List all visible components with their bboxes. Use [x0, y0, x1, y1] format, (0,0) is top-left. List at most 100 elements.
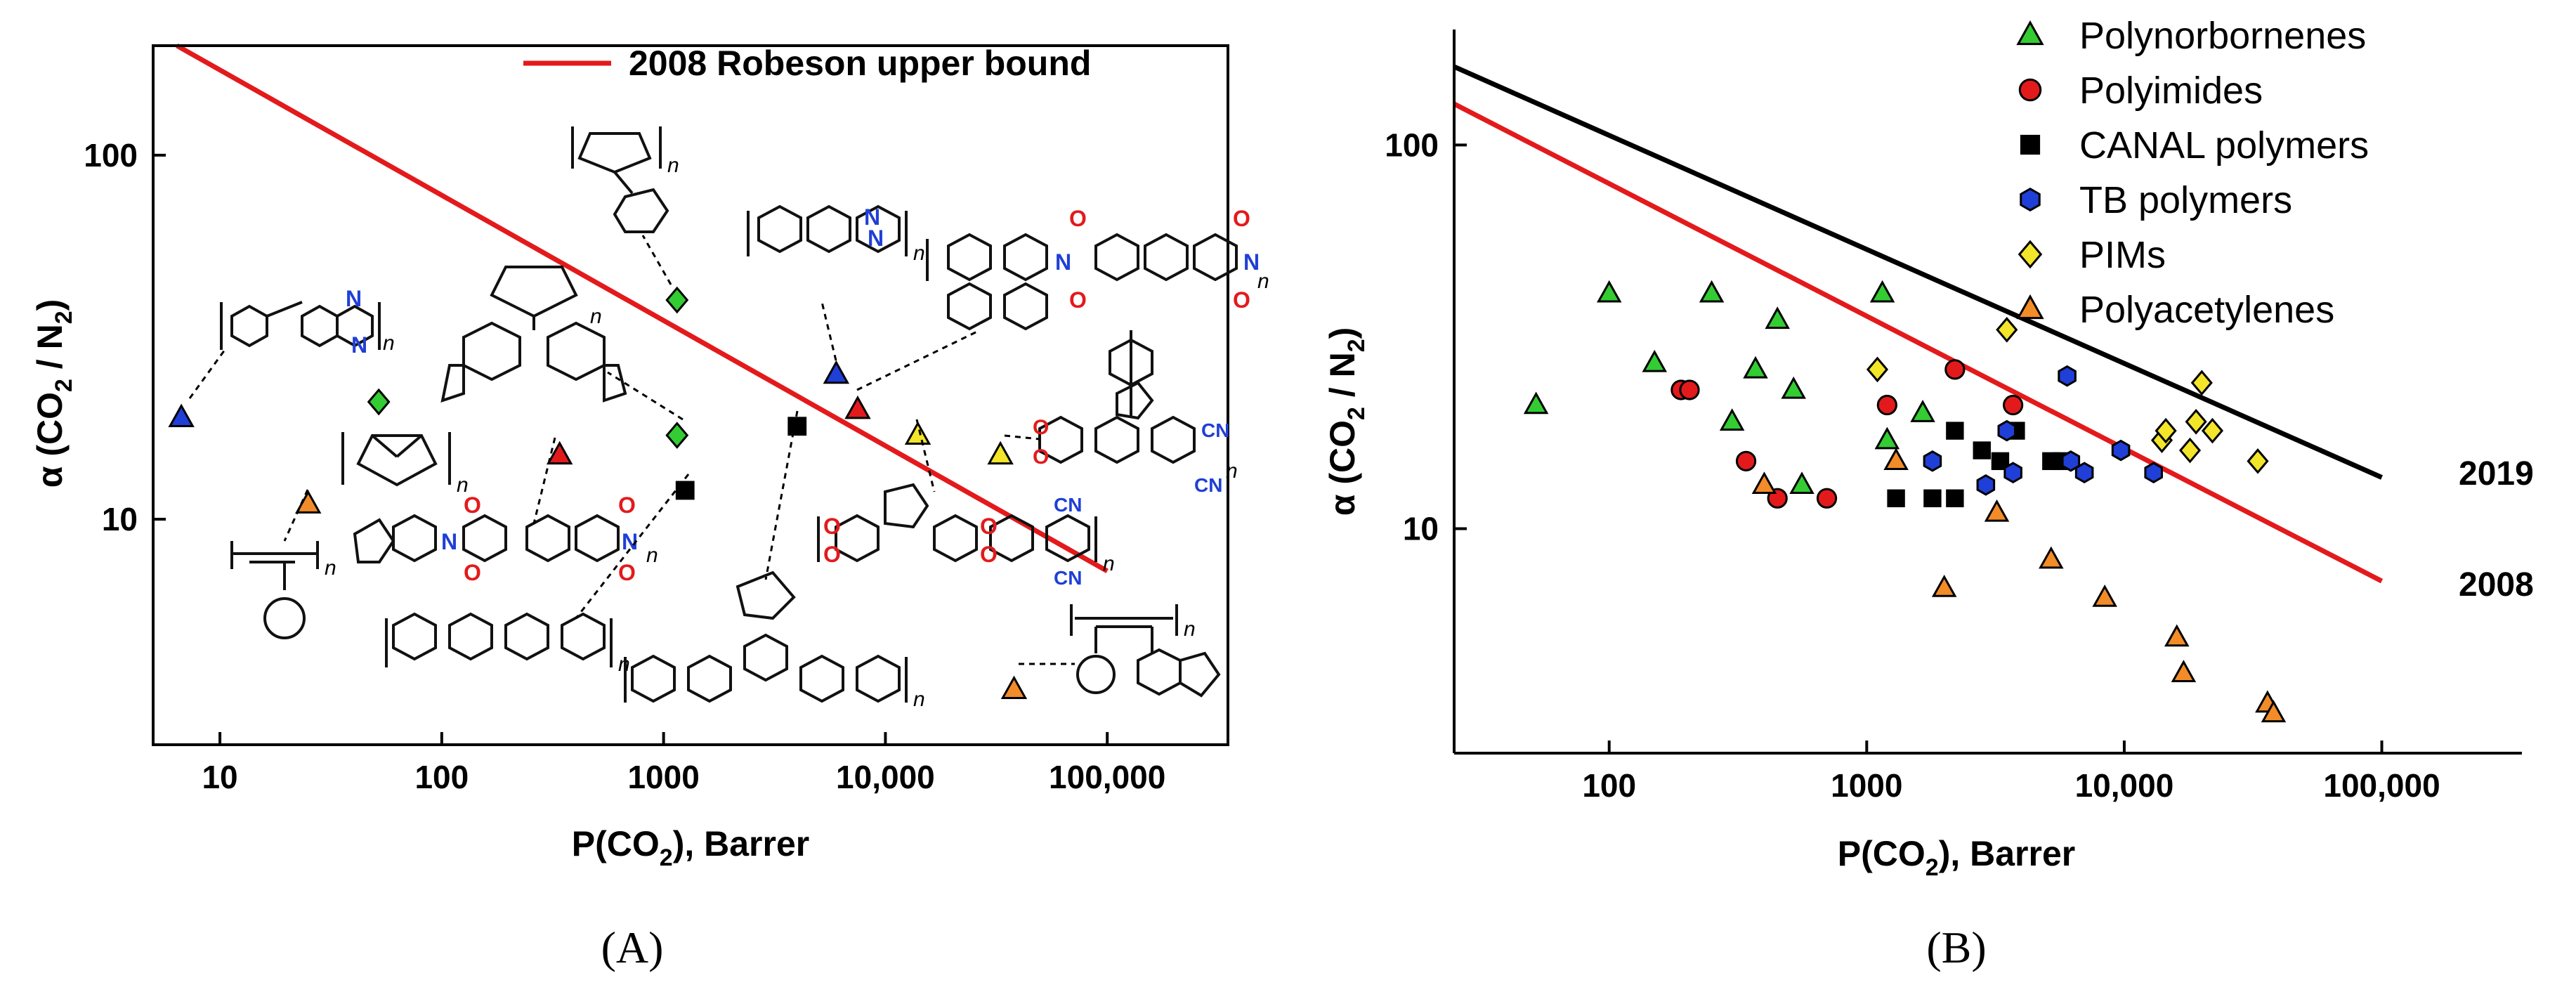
data-point-pims — [1866, 356, 1889, 383]
data-point-polyimides — [1944, 359, 1966, 380]
panel-a: 10 100 1000 10,000 100,000 10 100 2008 Robeson… — [30, 43, 1269, 972]
data-point-tb-polymers — [2144, 462, 2163, 484]
oxygen-label: O — [464, 560, 481, 585]
structure-polyacetylene-2: n — [1070, 604, 1221, 698]
structure-norbornene-top: n — [571, 126, 679, 233]
data-point-tb-polymers — [2061, 450, 2081, 472]
x-tick-label: 100 — [1582, 767, 1636, 804]
data-point-polynorbornenes — [1596, 280, 1622, 303]
data-point — [844, 395, 871, 419]
data-point-polynorbornenes — [1910, 400, 1935, 422]
oxygen-label: O — [618, 492, 636, 518]
upper-bound-2019-label: 2019 — [2459, 455, 2534, 492]
data-point-polyacetylenes — [2171, 660, 2197, 682]
x-tick-label: 1000 — [627, 759, 699, 795]
data-point-polynorbornenes — [1719, 408, 1745, 431]
structure-pim-1: O O O O CN CN n — [817, 483, 1115, 589]
data-point — [546, 441, 573, 465]
repeat-unit-label: n — [1257, 270, 1269, 293]
data-point — [823, 360, 850, 384]
repeat-unit-label: n — [1184, 618, 1196, 641]
panel-a-label: (A) — [601, 922, 664, 972]
cyano-label: CN — [1194, 474, 1222, 496]
structure-polyimide-2: N O O O O N n — [926, 206, 1269, 331]
data-point-canal-polymers — [1887, 489, 1905, 507]
data-point — [987, 441, 1014, 465]
data-point — [675, 481, 695, 500]
data-point-pims — [2185, 408, 2207, 435]
panel-a-y-axis-label: α (CO2 / N2) — [30, 299, 77, 488]
panel-b-y-axis-label: α (CO2 / N2) — [1323, 327, 1370, 516]
y-tick-label: 100 — [1385, 126, 1439, 163]
legend-label: Polyacetylenes — [2079, 289, 2334, 331]
repeat-unit-label: n — [590, 305, 602, 328]
data-point-pims — [2247, 448, 2269, 474]
legend-label: TB polymers — [2079, 179, 2292, 221]
panel-b-label: (B) — [1926, 922, 1986, 972]
cyano-label: CN — [1201, 419, 1229, 441]
legend-label: Polyimides — [2079, 70, 2263, 112]
structure-tb-triptycene: N N n — [747, 204, 925, 265]
legend-label: PIMs — [2079, 234, 2166, 276]
x-tick-label: 100 — [414, 759, 469, 795]
nitrogen-label: N — [622, 529, 638, 554]
oxygen-label: O — [1069, 206, 1087, 231]
data-point-tb-polymers — [2058, 365, 2077, 387]
data-point-polynorbornenes — [1869, 280, 1895, 303]
nitrogen-label: N — [351, 332, 367, 358]
data-point — [787, 417, 807, 436]
data-point-tb-polymers — [2111, 439, 2131, 462]
oxygen-label: O — [1069, 287, 1087, 313]
data-point-polyacetylenes — [1931, 575, 1957, 597]
oxygen-label: O — [1033, 416, 1049, 439]
data-point-pims — [2155, 417, 2177, 444]
x-tick-label: 100,000 — [2323, 767, 2440, 804]
structure-polyacetylene-1: n — [230, 541, 336, 639]
legend-marker — [2020, 134, 2041, 155]
panel-a-x-axis-label: P(CO2), Barrer — [572, 824, 809, 871]
data-point-canal-polymers — [1973, 441, 1991, 459]
data-point — [295, 490, 322, 514]
oxygen-label: O — [618, 560, 636, 585]
oxygen-label: O — [823, 514, 841, 539]
oxygen-label: O — [980, 542, 998, 567]
legend-marker — [2018, 78, 2042, 102]
data-point-polyacetylenes — [2092, 584, 2117, 607]
data-point-polynorbornenes — [1789, 471, 1815, 494]
data-point-tb-polymers — [1976, 474, 1996, 496]
x-tick-label: 10,000 — [836, 759, 935, 795]
data-point-pims — [1996, 317, 2018, 343]
structure-norbornene-small: n — [341, 432, 469, 497]
x-tick-label: 10,000 — [2075, 767, 2174, 804]
repeat-unit-label: n — [325, 556, 336, 580]
data-point-polyacetylenes — [2039, 546, 2064, 569]
data-point — [168, 403, 195, 427]
repeat-unit-label: n — [913, 242, 925, 265]
legend-label-robeson-2008: 2008 Robeson upper bound — [629, 44, 1091, 83]
repeat-unit-label: n — [1103, 552, 1115, 575]
nitrogen-label: N — [868, 226, 884, 251]
nitrogen-label: N — [1055, 249, 1071, 275]
data-point-polyimides — [1679, 379, 1700, 400]
oxygen-label: O — [1033, 445, 1049, 469]
data-point-canal-polymers — [1946, 489, 1964, 507]
panel-b: 100 1000 10,000 100,000 10 100 Polynorbornene… — [1323, 15, 2534, 972]
oxygen-label: O — [1233, 287, 1250, 313]
cyano-label: CN — [1054, 494, 1082, 516]
data-point-pims — [2190, 370, 2213, 396]
data-point — [665, 286, 689, 314]
oxygen-label: O — [1233, 206, 1250, 231]
data-point-polynorbornenes — [1874, 426, 1900, 450]
legend-marker — [2018, 240, 2043, 269]
robeson-2008-line — [176, 43, 1109, 573]
data-point-polyimides — [2003, 394, 2024, 416]
data-point-tb-polymers — [2074, 462, 2094, 484]
nitrogen-label: N — [441, 529, 457, 554]
data-point-canal-polymers — [1923, 489, 1942, 507]
structure-ladder-1: n — [385, 612, 630, 676]
data-point-pims — [2201, 417, 2224, 444]
legend-label: CANAL polymers — [2079, 124, 2369, 167]
x-tick-label: 10 — [202, 759, 237, 795]
structure-pim-triptycene: CN CN O O n — [1033, 330, 1238, 496]
